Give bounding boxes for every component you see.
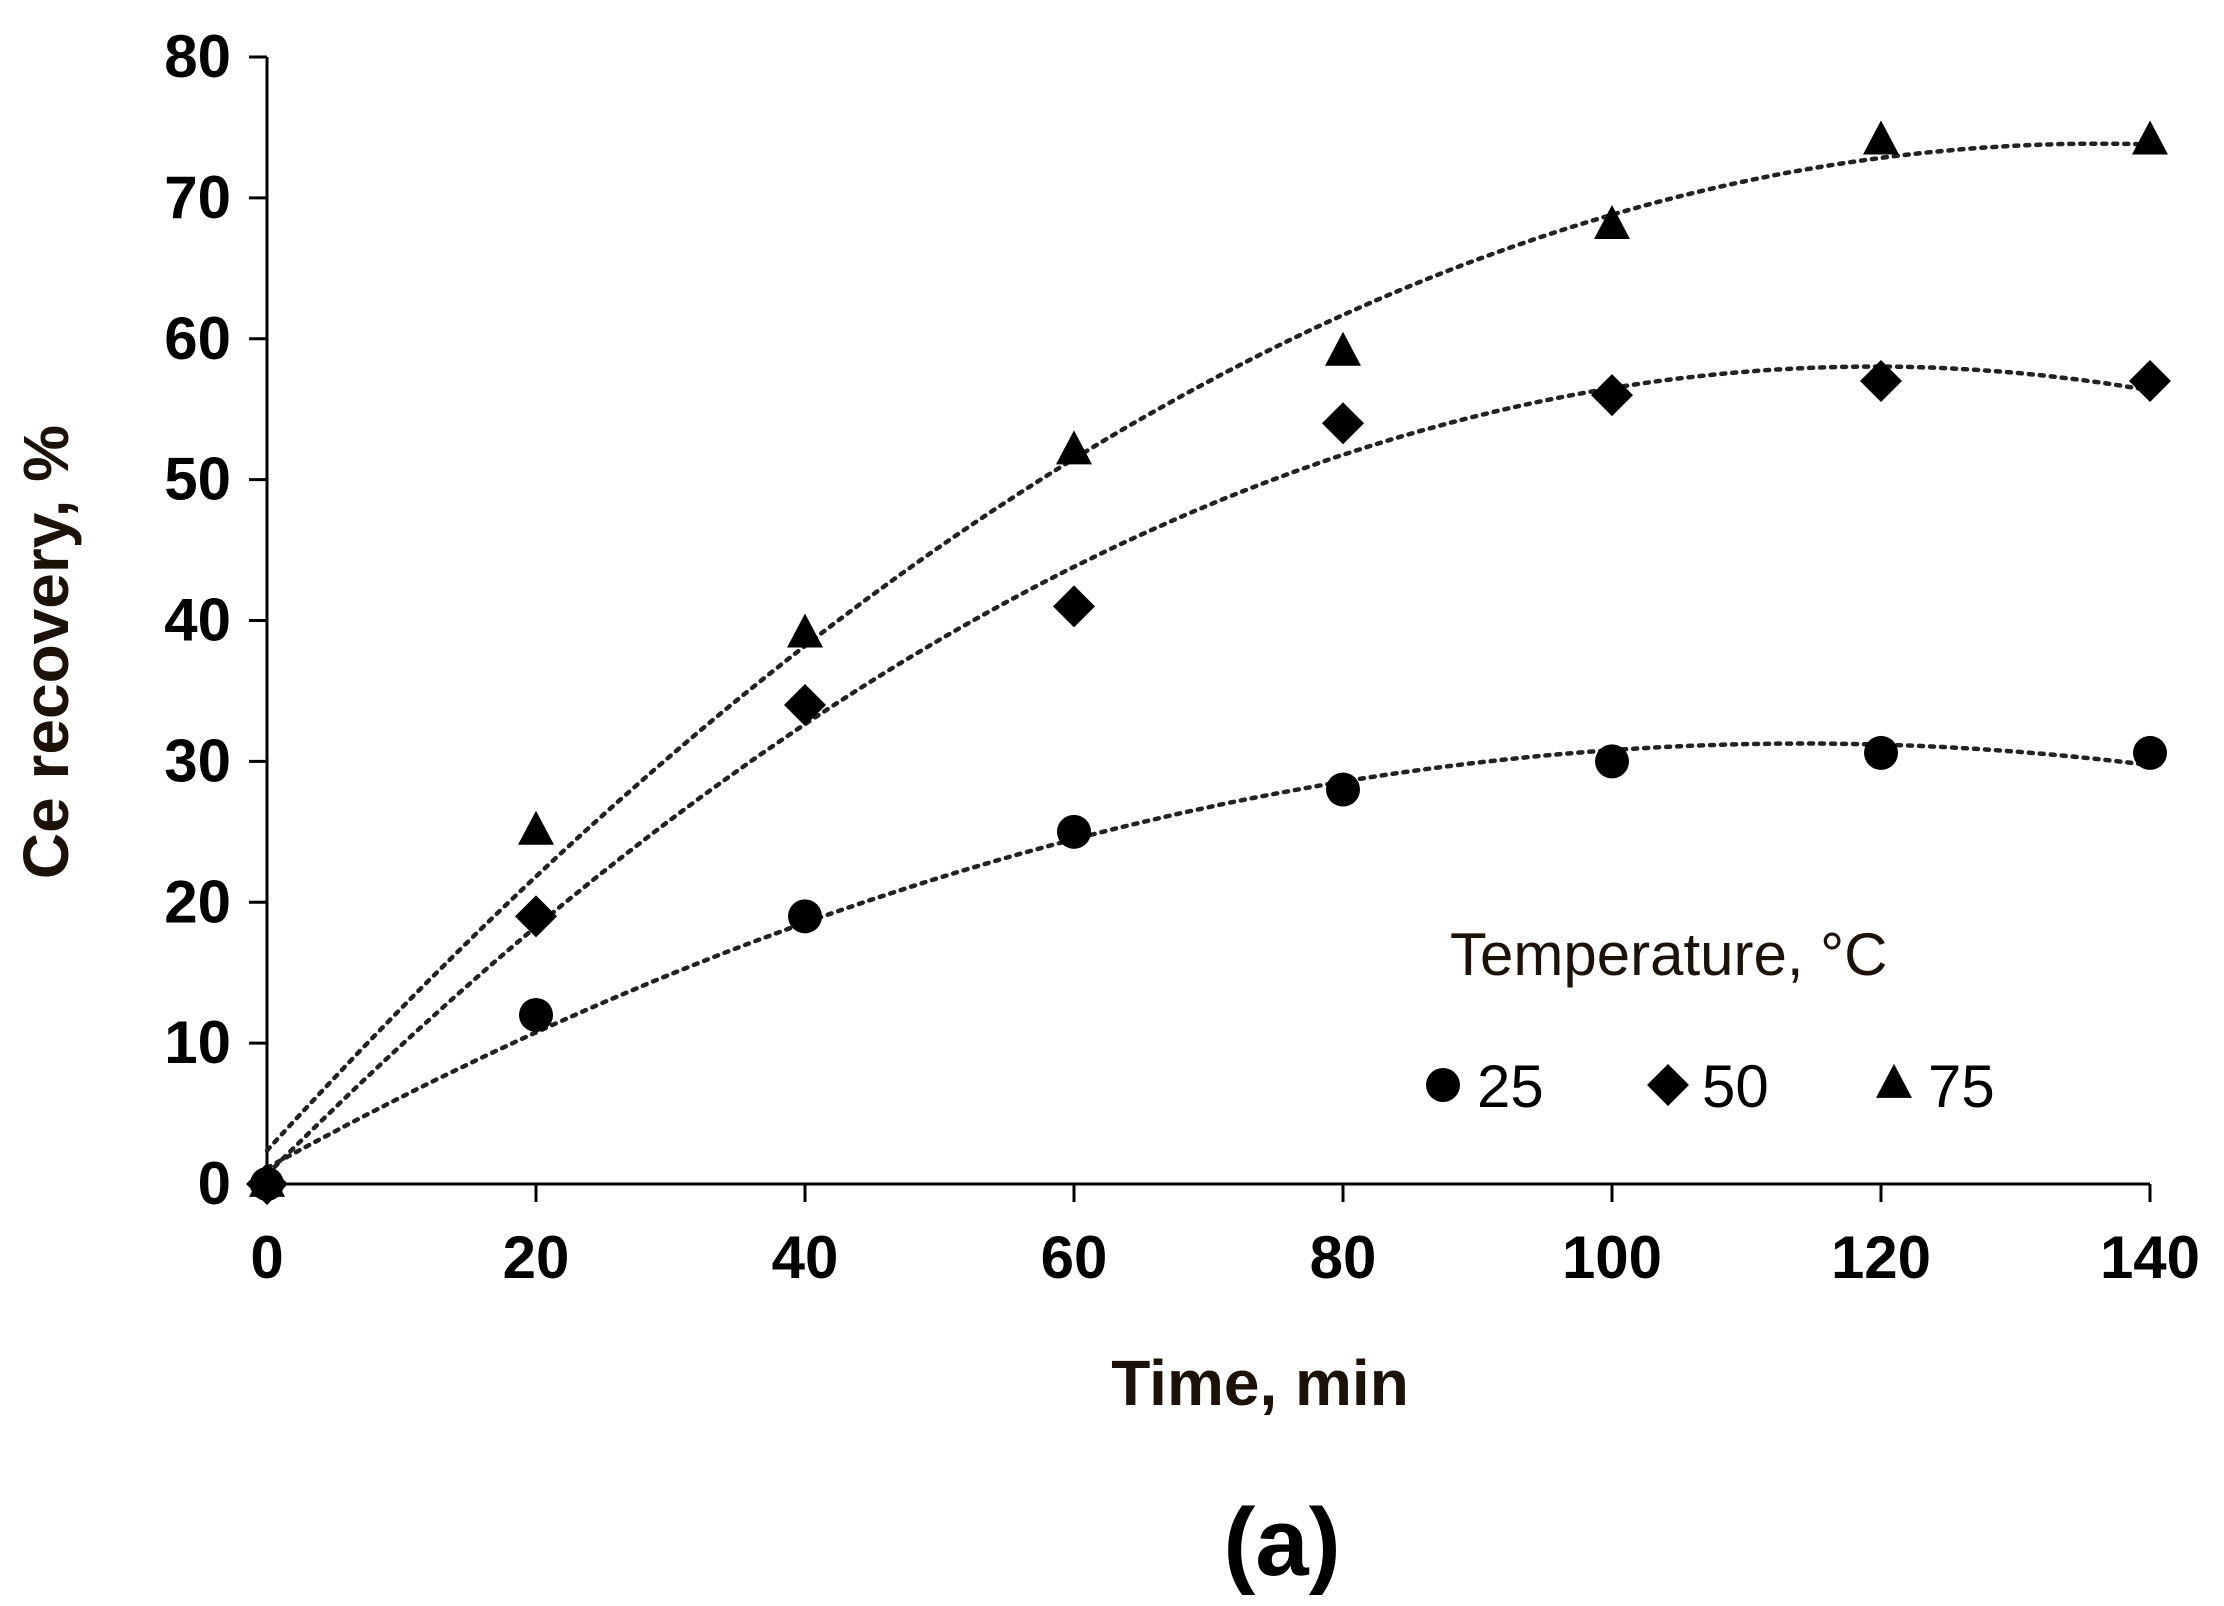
y-tick-label: 20 bbox=[164, 868, 231, 935]
y-tick-label: 60 bbox=[164, 305, 231, 372]
x-axis-label: Time, min bbox=[1111, 1347, 1409, 1419]
axes: 0 10 20 30 40 50 60 70 80 0 20 40 60 80 100 120 140 bbox=[164, 23, 2200, 1291]
point-75-20 bbox=[518, 810, 554, 845]
legend-item-75: 75 bbox=[1876, 1053, 1995, 1120]
x-tick-label: 40 bbox=[772, 1224, 839, 1291]
x-tick-label: 100 bbox=[1562, 1224, 1662, 1291]
legend-marker-75 bbox=[1876, 1063, 1912, 1098]
legend-marker-50 bbox=[1647, 1064, 1689, 1106]
x-tick-label: 120 bbox=[1831, 1224, 1931, 1291]
point-25-140 bbox=[2133, 735, 2167, 770]
point-25-100 bbox=[1595, 744, 1629, 779]
y-tick-label: 40 bbox=[164, 587, 231, 654]
y-tick-label: 50 bbox=[164, 446, 231, 513]
point-75-0 bbox=[249, 1162, 285, 1197]
x-tick-label: 0 bbox=[250, 1224, 283, 1291]
point-25-40 bbox=[788, 899, 822, 934]
point-50-80 bbox=[1322, 402, 1364, 445]
point-75-120 bbox=[1863, 120, 1899, 155]
x-tick-label: 140 bbox=[2100, 1224, 2200, 1291]
point-75-60 bbox=[1056, 430, 1092, 465]
legend-marker-25 bbox=[1426, 1068, 1460, 1102]
y-tick-label: 80 bbox=[164, 23, 231, 90]
trendlines bbox=[264, 141, 2153, 1177]
point-25-120 bbox=[1864, 735, 1898, 770]
legend-label-75: 75 bbox=[1928, 1053, 1995, 1120]
point-50-40 bbox=[784, 684, 826, 727]
point-50-20 bbox=[515, 895, 557, 938]
legend: Temperature, °C 25 50 75 bbox=[1426, 921, 1995, 1120]
trendline-50 bbox=[264, 364, 2153, 1177]
point-25-80 bbox=[1326, 772, 1360, 807]
panel-label: (a) bbox=[1223, 1489, 1340, 1596]
point-75-100 bbox=[1594, 204, 1630, 239]
point-75-80 bbox=[1325, 331, 1361, 366]
legend-label-25: 25 bbox=[1477, 1053, 1544, 1120]
point-50-60 bbox=[1053, 585, 1095, 628]
legend-label-50: 50 bbox=[1702, 1053, 1769, 1120]
legend-item-50: 50 bbox=[1647, 1053, 1769, 1120]
point-75-40 bbox=[787, 613, 823, 648]
data-points bbox=[246, 120, 2171, 1205]
y-tick-label: 0 bbox=[198, 1150, 231, 1217]
legend-items: 25 50 75 bbox=[1426, 1053, 1995, 1120]
y-tick-label: 10 bbox=[164, 1009, 231, 1076]
legend-title: Temperature, °C bbox=[1450, 921, 1888, 988]
trendline-25 bbox=[264, 741, 2153, 1171]
x-tick-label: 80 bbox=[1310, 1224, 1377, 1291]
trendline-75 bbox=[264, 141, 2153, 1153]
x-tick-label: 20 bbox=[503, 1224, 570, 1291]
y-axis-label: Ce recovery, % bbox=[10, 425, 82, 879]
point-50-100 bbox=[1591, 374, 1633, 417]
y-tick-label: 70 bbox=[164, 164, 231, 231]
point-25-60 bbox=[1057, 814, 1091, 849]
legend-item-25: 25 bbox=[1426, 1053, 1544, 1120]
point-25-20 bbox=[519, 997, 553, 1032]
point-50-120 bbox=[1860, 360, 1902, 403]
x-tick-label: 60 bbox=[1041, 1224, 1108, 1291]
point-50-140 bbox=[2129, 360, 2171, 403]
point-75-140 bbox=[2132, 120, 2168, 155]
y-tick-label: 30 bbox=[164, 727, 231, 794]
